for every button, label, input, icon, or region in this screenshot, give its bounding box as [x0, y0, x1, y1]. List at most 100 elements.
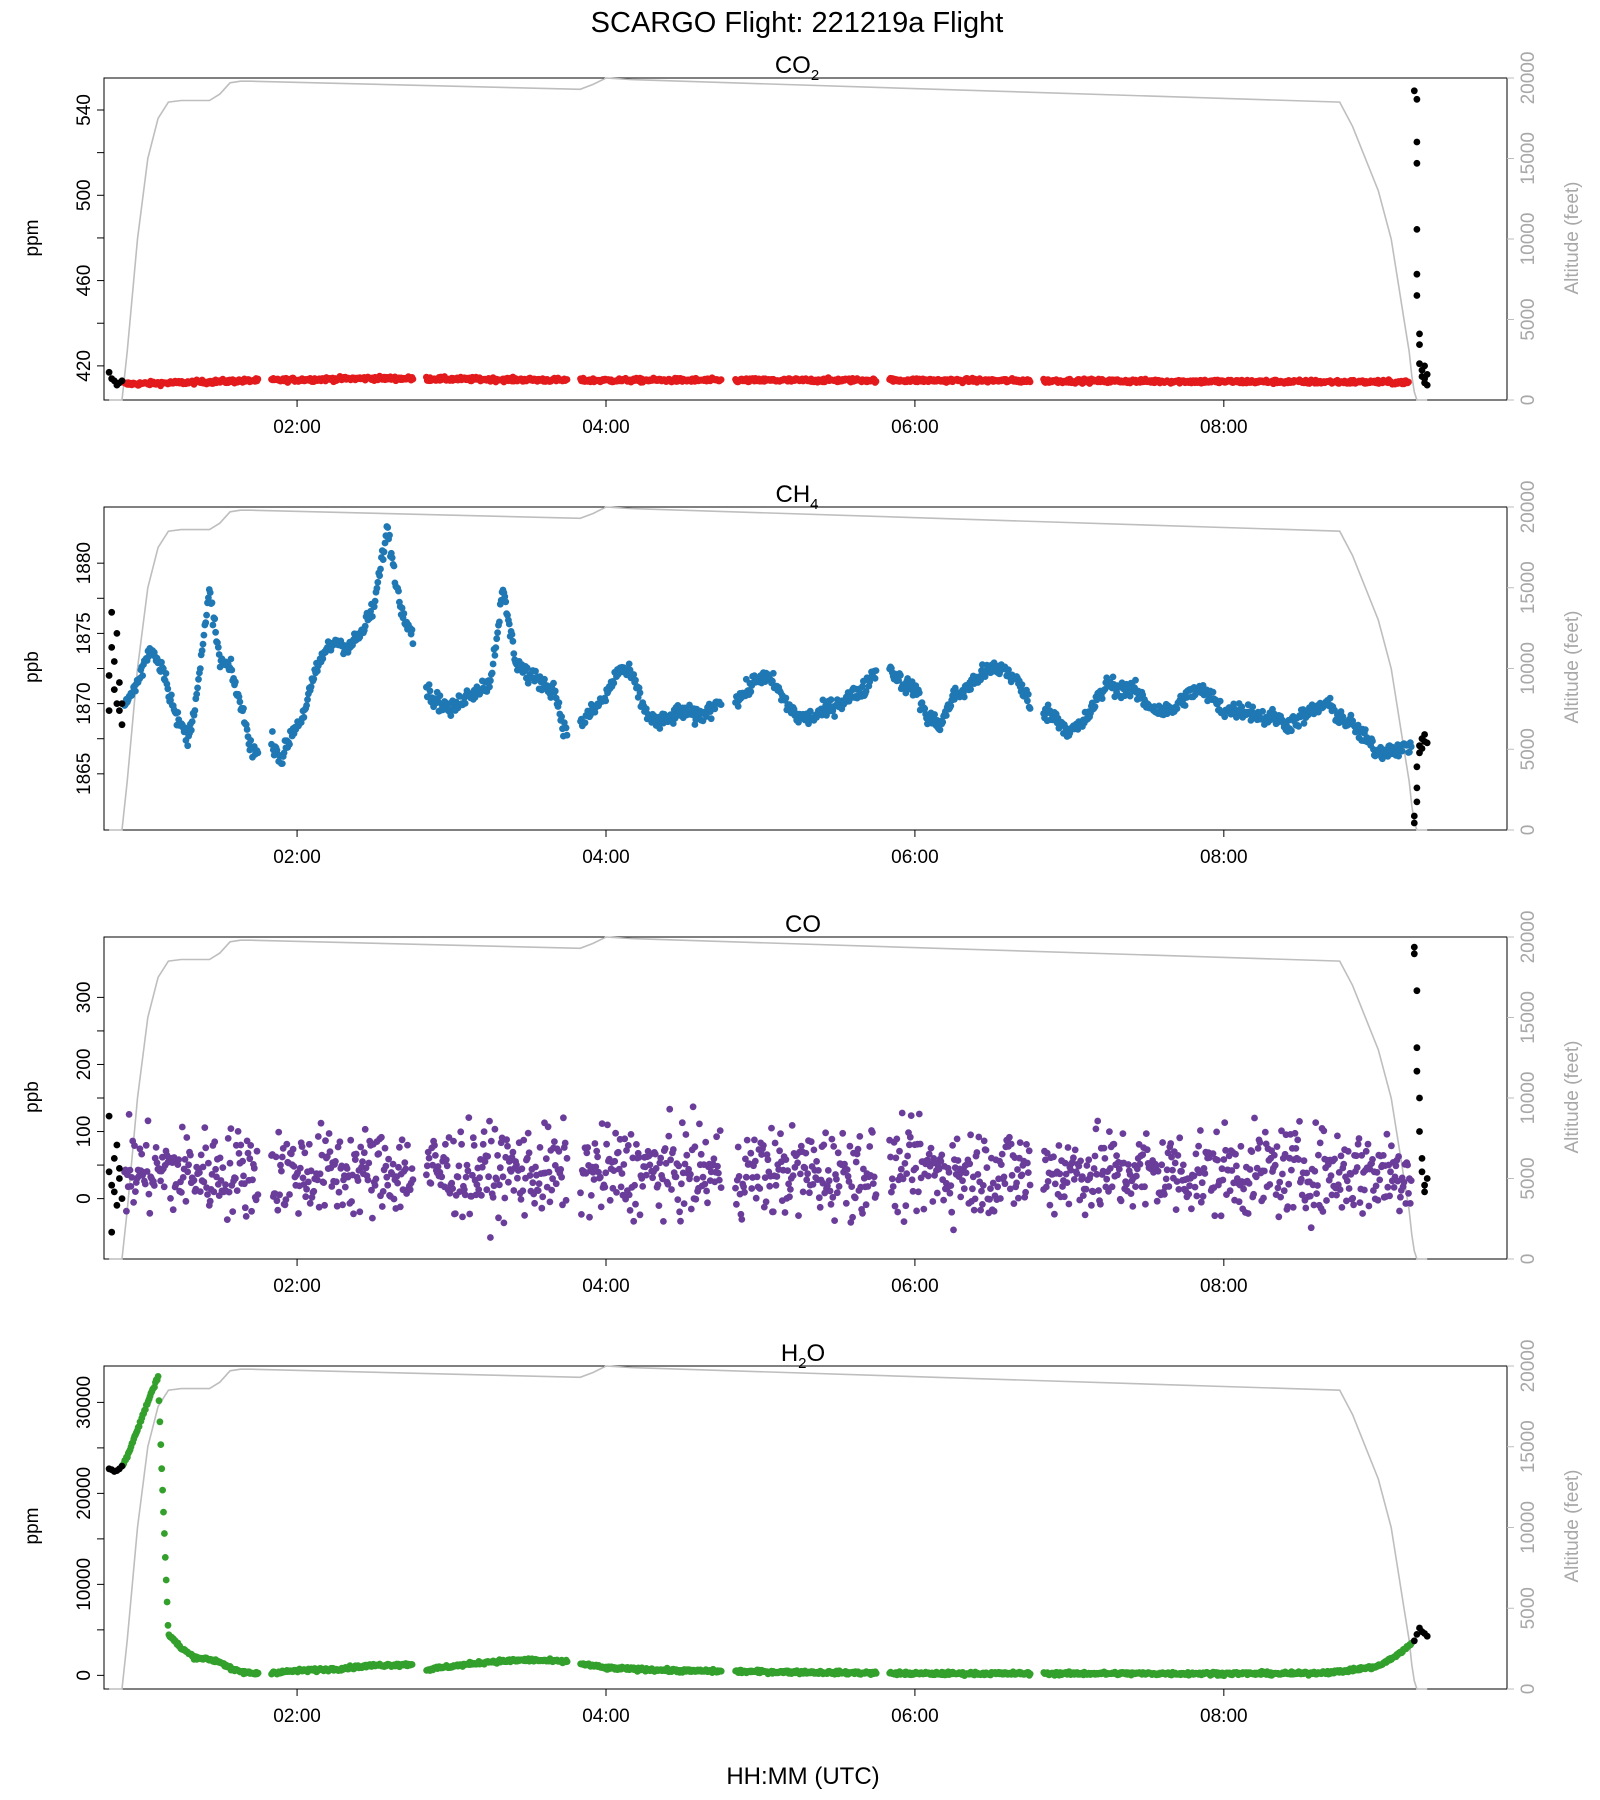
- ch4-ground-point: [1413, 798, 1421, 806]
- ch4-data-point: [509, 637, 517, 645]
- co-data-point: [1237, 1142, 1245, 1150]
- co-data-point: [703, 1187, 710, 1195]
- co-data-point: [789, 1172, 797, 1179]
- co-data-point: [822, 1129, 829, 1137]
- co-data-point: [1119, 1130, 1127, 1137]
- co2-y-tick-label: 420: [74, 350, 95, 382]
- ch4-data-point: [196, 665, 204, 672]
- co-data-point: [997, 1195, 1004, 1202]
- co-data-point: [178, 1189, 185, 1196]
- co-data-point: [394, 1179, 401, 1187]
- co-data-point: [524, 1129, 532, 1137]
- co-data-point: [378, 1133, 385, 1141]
- co-data-point: [1046, 1201, 1054, 1209]
- co-data-point: [398, 1136, 406, 1144]
- co-altitude-line: [109, 936, 1428, 1260]
- co-data-point: [196, 1188, 204, 1195]
- co-data-point: [1289, 1203, 1297, 1211]
- co-ground-point: [113, 1141, 121, 1149]
- co-data-point: [1023, 1141, 1030, 1148]
- ch4-data-point: [1024, 690, 1032, 698]
- co-ground-point: [113, 1201, 121, 1209]
- ch4-data-point: [361, 622, 369, 630]
- co-data-point: [1143, 1146, 1151, 1154]
- co-data-point: [668, 1186, 675, 1193]
- co-data-point: [145, 1190, 153, 1198]
- co-data-point: [1232, 1150, 1239, 1158]
- co-data-point: [998, 1150, 1006, 1158]
- co-data-point: [1071, 1146, 1079, 1154]
- co-data-point: [813, 1158, 820, 1165]
- co-data-point: [361, 1125, 369, 1133]
- co-data-point: [584, 1144, 592, 1151]
- co2-x-tick-label: 02:00: [273, 417, 321, 438]
- co-data-point: [317, 1119, 325, 1127]
- ch4-data-point: [562, 724, 570, 732]
- co-data-point: [1153, 1197, 1161, 1205]
- co-data-point: [141, 1180, 149, 1188]
- co-data-point: [425, 1154, 433, 1162]
- co-data-point: [613, 1189, 620, 1196]
- co-data-point: [1091, 1152, 1099, 1160]
- ch4-data-point: [199, 640, 207, 648]
- co2-ground-point: [1413, 226, 1421, 233]
- ch4-data-point: [1026, 705, 1034, 712]
- co-data-point: [275, 1128, 283, 1136]
- co-data-point: [535, 1180, 543, 1187]
- co-data-point: [916, 1140, 924, 1148]
- co-data-point: [552, 1180, 560, 1188]
- co-y2-tick-label: 10000: [1518, 1072, 1539, 1125]
- co-y2-tick-label: 20000: [1518, 911, 1539, 964]
- h2o-data-point: [156, 1418, 164, 1426]
- co-data-point: [678, 1119, 686, 1127]
- co-data-point: [356, 1208, 364, 1216]
- ch4-data-point: [168, 691, 175, 699]
- co-data-point: [150, 1182, 158, 1189]
- co-data-point: [577, 1189, 584, 1197]
- co-data-point: [182, 1197, 190, 1205]
- co-data-point: [443, 1162, 451, 1170]
- co-data-point: [459, 1213, 466, 1221]
- co-data-point: [289, 1145, 297, 1153]
- co-data-point: [138, 1150, 146, 1158]
- co-data-point: [897, 1165, 905, 1173]
- co-data-point: [1024, 1169, 1032, 1176]
- co-ground-point: [110, 1155, 118, 1162]
- co-data-point: [1374, 1196, 1382, 1204]
- ch4-y2-tick-label: 10000: [1518, 642, 1539, 695]
- co-data-point: [1198, 1179, 1206, 1187]
- co-data-point: [654, 1181, 662, 1189]
- co-data-point: [531, 1199, 538, 1207]
- co-data-point: [183, 1134, 191, 1141]
- co-data-point: [649, 1174, 656, 1182]
- figure-title: SCARGO Flight: 221219a Flight: [591, 7, 1004, 39]
- co-ground-point: [1421, 1181, 1428, 1189]
- co-x-tick-label: 08:00: [1200, 1276, 1248, 1297]
- co-data-point: [1246, 1166, 1254, 1173]
- co-data-point: [402, 1165, 410, 1173]
- co-data-point: [1001, 1180, 1009, 1188]
- co-data-point: [1387, 1168, 1394, 1176]
- h2o-x-tick-label: 04:00: [582, 1706, 630, 1727]
- co-data-point: [994, 1183, 1002, 1191]
- co-data-point: [455, 1162, 463, 1170]
- co-data-point: [815, 1194, 823, 1202]
- co-data-point: [661, 1145, 669, 1152]
- co-data-point: [332, 1158, 339, 1165]
- co-data-point: [1197, 1198, 1205, 1206]
- co-data-point: [494, 1152, 501, 1159]
- co-plot-frame: [103, 936, 1508, 1260]
- ch4-data-point: [286, 740, 293, 748]
- h2o-x-tick-label: 06:00: [891, 1706, 939, 1727]
- co-data-point: [1273, 1143, 1281, 1150]
- co-data-point: [1388, 1142, 1395, 1150]
- co-data-point: [1176, 1134, 1184, 1142]
- co-data-point: [1082, 1185, 1090, 1193]
- co-data-point: [1379, 1152, 1387, 1159]
- co-data-point: [716, 1127, 724, 1134]
- co-data-point: [532, 1163, 539, 1171]
- co-data-point: [306, 1199, 314, 1207]
- co-data-point: [953, 1135, 961, 1143]
- co-ground-point: [108, 1181, 116, 1189]
